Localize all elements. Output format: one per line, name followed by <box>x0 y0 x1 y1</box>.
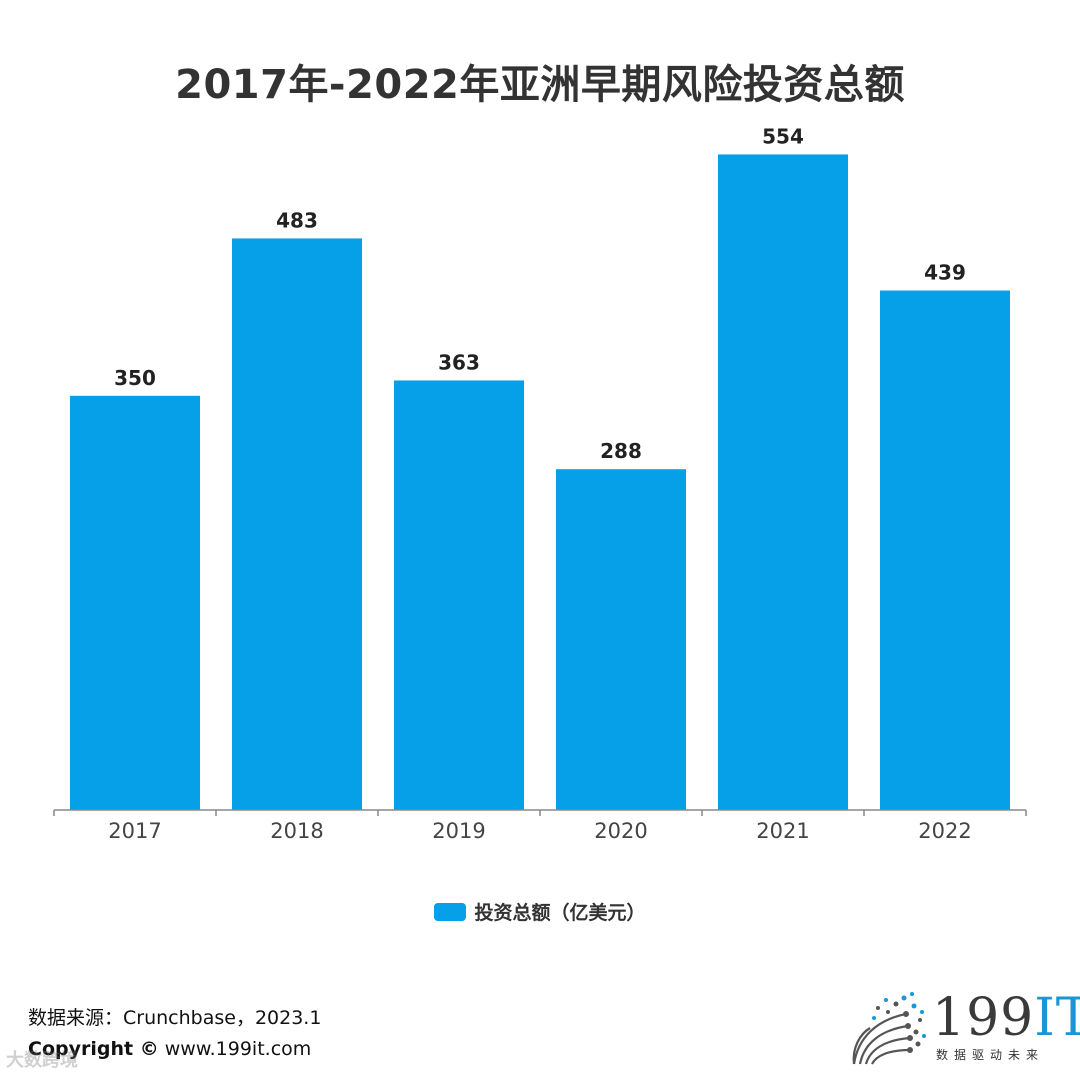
data-label: 439 <box>924 261 966 285</box>
copyright: Copyright © www.199it.com <box>28 1038 311 1060</box>
legend-swatch <box>434 902 467 921</box>
bar <box>556 469 686 810</box>
x-tick-label: 2021 <box>756 819 809 843</box>
data-label: 554 <box>762 124 804 148</box>
data-source: 数据来源：Crunchbase，2023.1 <box>28 1007 322 1029</box>
x-tick-label: 2017 <box>108 819 161 843</box>
x-tick-label: 2022 <box>918 819 971 843</box>
data-label: 350 <box>114 366 156 390</box>
data-label: 483 <box>276 208 318 232</box>
x-tick-label: 2018 <box>270 819 323 843</box>
data-label: 363 <box>438 350 480 374</box>
logo-wordmark: 199IT <box>932 988 1080 1048</box>
bar <box>394 380 524 810</box>
chart-title: 2017年-2022年亚洲早期风险投资总额 <box>175 62 905 108</box>
bar <box>718 154 848 810</box>
copyright-label: Copyright © <box>28 1038 159 1060</box>
bar <box>232 238 362 810</box>
x-tick-label: 2020 <box>594 819 647 843</box>
logo-199it: 199IT 数据驱动未来 <box>848 990 1080 1068</box>
bar <box>880 290 1010 810</box>
legend-label: 投资总额（亿美元） <box>474 902 646 924</box>
copyright-site: www.199it.com <box>164 1038 312 1060</box>
chart-legend: 投资总额（亿美元） <box>0 898 1080 925</box>
bar <box>70 395 200 810</box>
logo-dots-icon <box>852 992 926 1065</box>
x-tick-label: 2019 <box>432 819 485 843</box>
watermark: 大数跨境 <box>6 1050 78 1071</box>
logo-subtitle: 数据驱动未来 <box>936 1048 1045 1062</box>
data-label: 288 <box>600 439 642 463</box>
